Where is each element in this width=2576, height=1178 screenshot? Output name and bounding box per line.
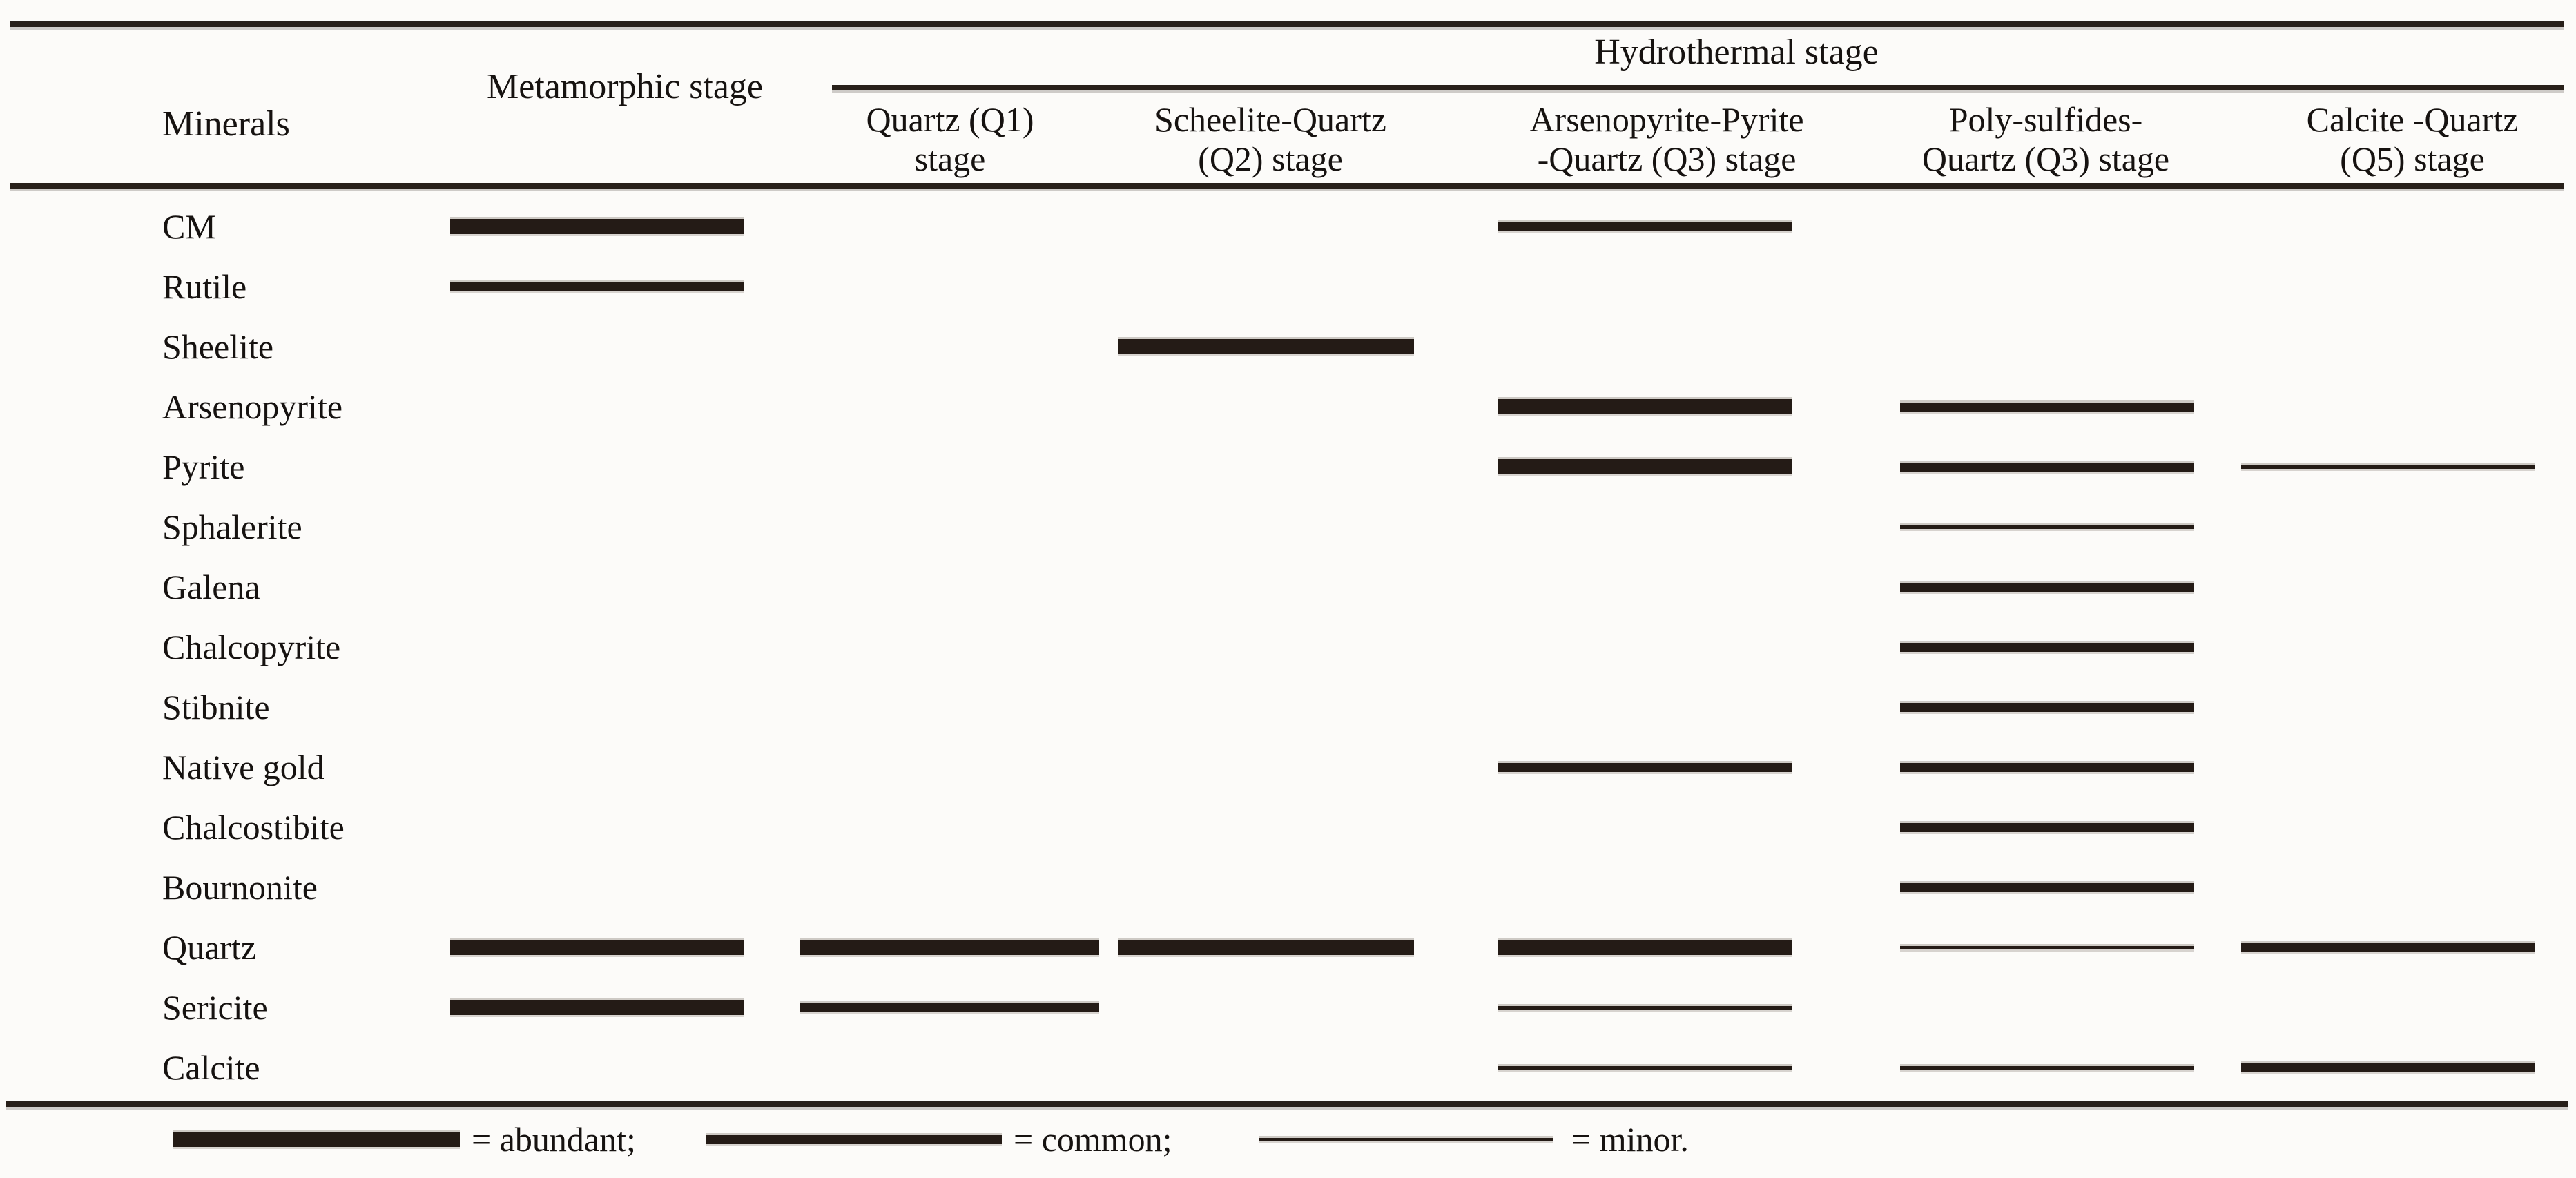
stage-header-line2: Quartz (Q3) stage xyxy=(1921,139,2170,178)
mineral-label-rutile: Rutile xyxy=(162,267,247,306)
bar-calcite-poly-minor xyxy=(1900,1065,2194,1070)
bar-chalcopyrite-poly-common xyxy=(1900,642,2194,652)
stage-header-poly-sulfides-quartz: Poly-sulfides- Quartz (Q3) stage xyxy=(1922,100,2169,179)
mineral-label-chalcostibite: Chalcostibite xyxy=(162,808,345,847)
bar-native-gold-q3-common xyxy=(1498,762,1792,772)
legend-bar-minor xyxy=(1259,1137,1553,1141)
bar-quartz-poly-minor xyxy=(1900,945,2194,949)
stage-header-calcite-quartz-q5: Calcite -Quartz (Q5) stage xyxy=(2307,100,2519,179)
mineral-label-calcite: Calcite xyxy=(162,1048,260,1087)
header-bottom-rule xyxy=(10,183,2564,189)
mineral-label-pyrite: Pyrite xyxy=(162,447,245,486)
mineral-label-galena: Galena xyxy=(162,568,260,606)
bar-arsenopyrite-q3-abundant xyxy=(1498,399,1792,414)
bar-cm-q3-common xyxy=(1498,222,1792,231)
mineral-label-bournonite: Bournonite xyxy=(162,868,318,907)
stage-header-line2: (Q5) stage xyxy=(2340,139,2485,178)
table-bottom-rule xyxy=(6,1101,2568,1107)
minerals-column-header: Minerals xyxy=(162,104,290,144)
hydrothermal-group-rule xyxy=(832,85,2564,90)
bar-sheelite-q2-abundant xyxy=(1118,339,1414,354)
legend-bar-common xyxy=(706,1134,1002,1144)
bar-calcite-q3-minor xyxy=(1498,1065,1792,1070)
stage-header-line2: (Q2) stage xyxy=(1198,139,1343,178)
bar-quartz-metamorphic-abundant xyxy=(450,940,744,955)
bar-bournonite-poly-common xyxy=(1900,882,2194,892)
hydrothermal-stage-header: Hydrothermal stage xyxy=(1594,32,1879,72)
legend-label-common: = common; xyxy=(1014,1120,1172,1159)
stage-header-line1: Quartz (Q1) xyxy=(866,100,1034,139)
bar-pyrite-cq-minor xyxy=(2241,465,2535,469)
mineral-label-stibnite: Stibnite xyxy=(162,688,270,726)
bar-pyrite-q3-abundant xyxy=(1498,459,1792,474)
legend-label-minor: = minor. xyxy=(1571,1120,1689,1159)
bar-cm-metamorphic-abundant xyxy=(450,219,744,234)
stage-header-line1: Poly-sulfides- xyxy=(1948,100,2143,139)
bar-calcite-cq-common xyxy=(2241,1063,2535,1072)
mineral-label-chalcopyrite: Chalcopyrite xyxy=(162,628,341,666)
bar-quartz-cq-common xyxy=(2241,943,2535,952)
table-top-rule xyxy=(10,21,2564,27)
bar-native-gold-poly-common xyxy=(1900,762,2194,772)
bar-sphalerite-poly-minor xyxy=(1900,525,2194,529)
stage-header-line1: Scheelite-Quartz xyxy=(1154,100,1386,139)
bar-stibnite-poly-common xyxy=(1900,702,2194,712)
bar-pyrite-poly-common xyxy=(1900,462,2194,472)
bar-sericite-metamorphic-abundant xyxy=(450,1000,744,1015)
bar-quartz-q1-abundant xyxy=(800,940,1099,955)
mineral-label-sheelite: Sheelite xyxy=(162,327,274,366)
bar-chalcostibite-poly-common xyxy=(1900,822,2194,832)
bar-quartz-q2-abundant xyxy=(1118,940,1414,955)
stage-header-line2: -Quartz (Q3) stage xyxy=(1537,139,1797,178)
stage-header-scheelite-quartz-q2: Scheelite-Quartz (Q2) stage xyxy=(1154,100,1386,179)
mineral-label-arsenopyrite: Arsenopyrite xyxy=(162,387,343,426)
bar-arsenopyrite-poly-common xyxy=(1900,402,2194,412)
mineral-label-cm: CM xyxy=(162,207,216,246)
stage-header-arsenopyrite-pyrite-quartz-q3: Arsenopyrite-Pyrite -Quartz (Q3) stage xyxy=(1529,100,1803,179)
bar-galena-poly-common xyxy=(1900,582,2194,592)
bar-sericite-q3-minor xyxy=(1498,1005,1792,1010)
bar-quartz-q3-abundant xyxy=(1498,940,1792,955)
legend-bar-abundant xyxy=(173,1132,460,1147)
stage-header-line1: Arsenopyrite-Pyrite xyxy=(1529,100,1804,139)
metamorphic-stage-header: Metamorphic stage xyxy=(487,67,763,106)
legend-label-abundant: = abundant; xyxy=(472,1120,636,1159)
stage-header-quartz-q1: Quartz (Q1) stage xyxy=(866,100,1034,179)
mineral-label-sphalerite: Sphalerite xyxy=(162,508,302,546)
mineral-label-native-gold: Native gold xyxy=(162,748,325,786)
bar-sericite-q1-common xyxy=(800,1003,1099,1012)
bar-rutile-metamorphic-common xyxy=(450,282,744,291)
stage-header-line1: Calcite -Quartz xyxy=(2306,100,2519,139)
stage-header-line2: stage xyxy=(914,139,986,178)
mineral-label-sericite: Sericite xyxy=(162,988,268,1027)
mineral-label-quartz: Quartz xyxy=(162,928,257,967)
